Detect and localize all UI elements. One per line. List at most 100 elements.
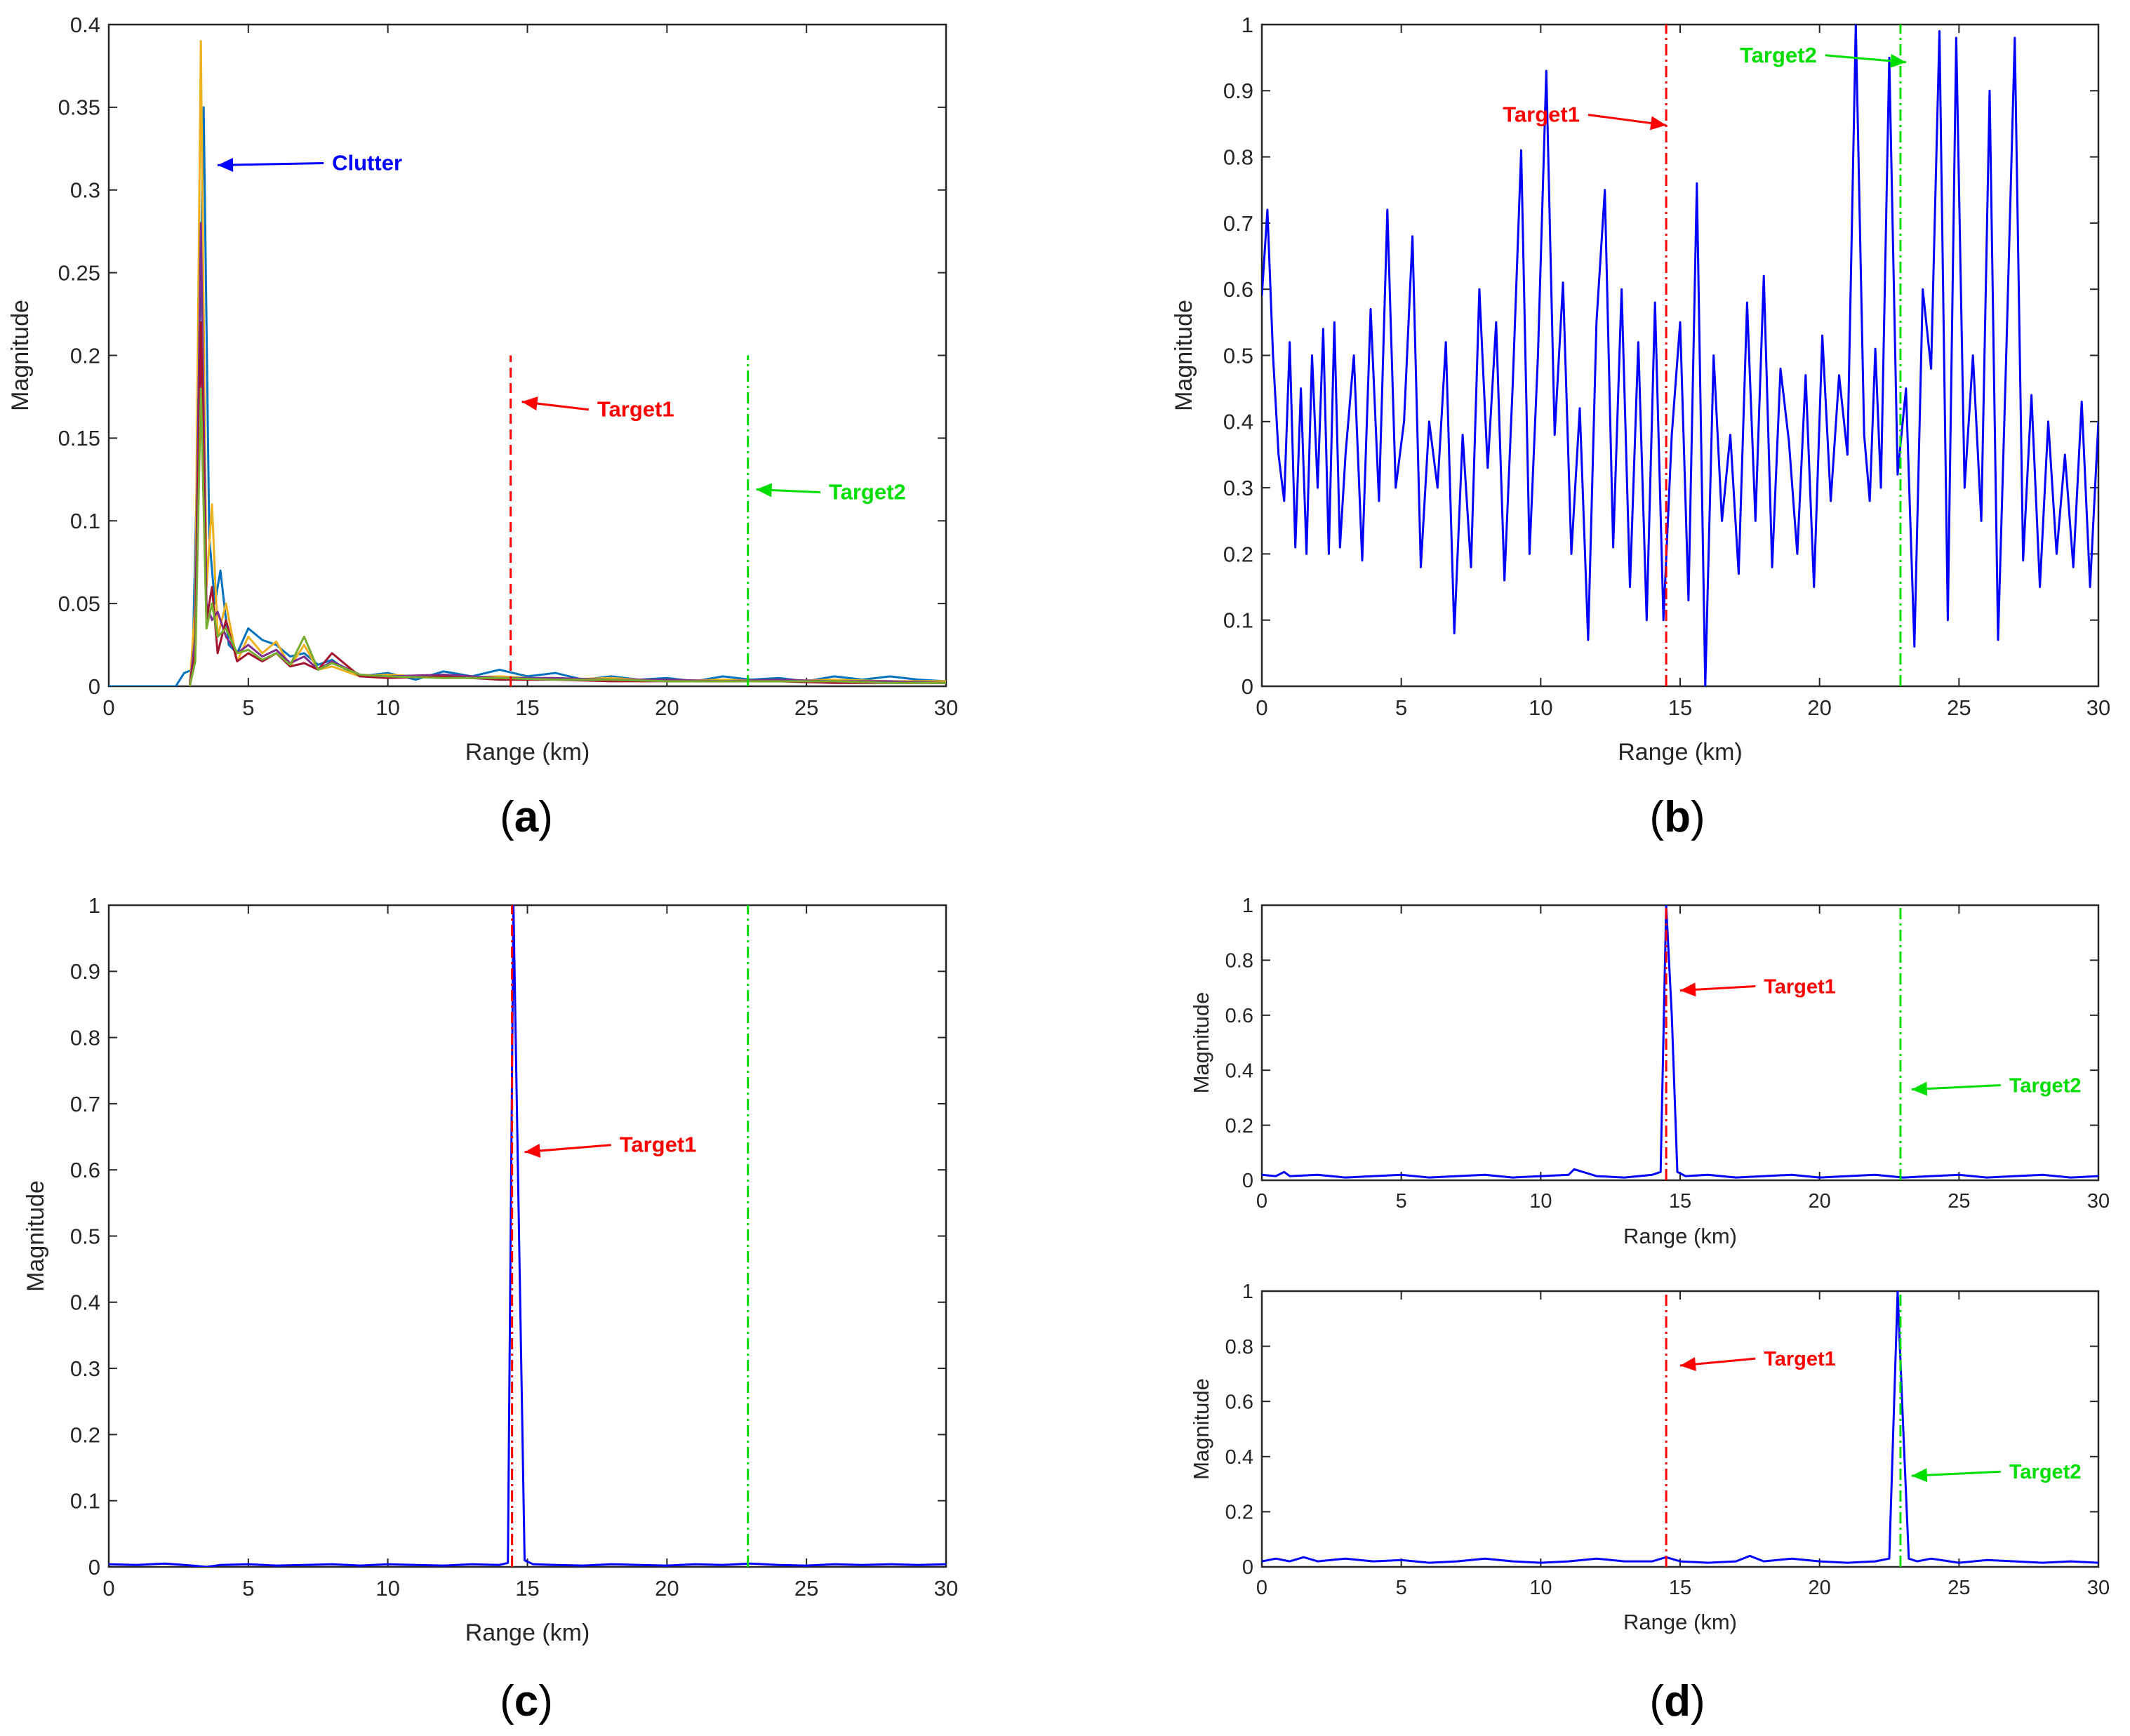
annotation-arrow-head	[524, 1143, 541, 1158]
y-tick-label: 0	[88, 1555, 100, 1580]
y-tick-label: 0.9	[1223, 79, 1253, 103]
x-tick-label: 30	[2086, 695, 2110, 720]
axes-box	[107, 23, 947, 688]
annotation-arrow-head	[1911, 1468, 1928, 1483]
x-tick-label: 20	[655, 1576, 679, 1601]
y-tick-label: 0.2	[1223, 542, 1253, 566]
chart-panel-a: 0 5 10 15 20 25 30 0 0.05 0.1 0.15 0.2 0.25 0.3 0.35 0.…	[7, 13, 958, 841]
x-tick-label: 10	[375, 1576, 399, 1601]
annotation-arrow-head	[756, 483, 773, 498]
annotation-arrow-head	[521, 396, 538, 411]
x-tick-label: 0	[1256, 1190, 1267, 1213]
y-tick-label: 0.35	[58, 95, 100, 120]
y-tick-label: 0.5	[1223, 343, 1253, 368]
y-tick-label: 0.3	[70, 178, 100, 203]
series-line-run1	[109, 106, 946, 686]
y-tick-label: 0	[1242, 1170, 1253, 1192]
y-axis-label: Magnitude	[22, 1180, 49, 1292]
x-tick-label: 0	[102, 1576, 114, 1601]
y-tick-label: 1	[1242, 1281, 1253, 1303]
y-tick-label: 0.15	[58, 426, 100, 450]
x-axis-label: Range (km)	[465, 739, 590, 766]
x-tick-label: 10	[375, 695, 399, 720]
series-line-run5	[188, 387, 946, 686]
annotation-label: Clutter	[332, 150, 402, 175]
y-tick-label: 0	[88, 674, 100, 699]
y-tick-label: 0.8	[1225, 950, 1253, 973]
x-tick-label: 20	[1809, 1577, 1831, 1599]
annotation-arrow-head	[1911, 1081, 1928, 1096]
y-tick-label: 0.1	[70, 509, 100, 533]
annotation-label: Target1	[1764, 975, 1836, 998]
axes-box	[1260, 904, 2100, 1182]
y-tick-label: 0.6	[1225, 1391, 1253, 1413]
y-axis-label: Magnitude	[1189, 1378, 1213, 1480]
x-tick-label: 5	[1396, 1577, 1407, 1599]
y-tick-label: 1	[1242, 13, 1253, 37]
x-tick-label: 15	[1669, 1190, 1691, 1213]
y-tick-label: 1	[88, 893, 100, 918]
plot-area	[109, 905, 946, 1567]
y-axis-label: Magnitude	[7, 300, 34, 411]
y-tick-label: 0.8	[70, 1025, 100, 1050]
panel-label: (d)	[1649, 1677, 1705, 1725]
y-tick-label: 0.8	[1225, 1336, 1253, 1358]
annotation-label: Target1	[1764, 1348, 1836, 1370]
annotation-arrow-head	[1890, 53, 1906, 68]
y-tick-label: 0.1	[70, 1489, 100, 1514]
series-line-run4	[188, 321, 946, 686]
target1-annotation: Target1	[521, 396, 674, 422]
y-tick-label: 0.3	[1223, 476, 1253, 500]
annotation-label: Target2	[829, 480, 906, 505]
x-tick-label: 15	[515, 1576, 539, 1601]
y-tick-label: 0.4	[1225, 1060, 1253, 1082]
x-tick-label: 10	[1529, 1190, 1552, 1213]
annotation-label: Target2	[1740, 43, 1817, 67]
x-tick-label: 25	[794, 1576, 818, 1601]
x-tick-label: 10	[1529, 1577, 1552, 1599]
chart-panel-b: 0 5 10 15 20 25 30 0 0.1 0.2 0.3 0.4 0.5 0.6 0.7 0.8 0.9…	[1171, 13, 2110, 841]
target1-annotation: Target1	[1503, 102, 1667, 131]
annotation-label: Target1	[597, 397, 674, 422]
x-tick-label: 25	[794, 695, 818, 720]
y-tick-label: 0.2	[70, 1422, 100, 1447]
axes-box	[1260, 1290, 2100, 1568]
annotation-label: Target2	[2009, 1461, 2082, 1483]
target1-annotation: Target1	[1679, 975, 1836, 998]
target1-annotation: Target1	[524, 1133, 697, 1158]
panel-label: (b)	[1649, 793, 1705, 841]
x-tick-label: 10	[1529, 695, 1552, 720]
y-axis-label: Magnitude	[1189, 992, 1213, 1094]
x-tick-label: 0	[102, 695, 114, 720]
y-tick-label: 0.6	[70, 1158, 100, 1182]
y-tick-label: 0.9	[70, 959, 100, 984]
y-tick-label: 0.5	[70, 1224, 100, 1248]
x-tick-label: 5	[1395, 695, 1407, 720]
x-tick-label: 20	[1807, 695, 1831, 720]
series-line-run3	[188, 222, 946, 686]
series-line-processed-response	[109, 905, 946, 1567]
series-line-target2-response	[1262, 1291, 2098, 1564]
x-tick-label: 15	[515, 695, 539, 720]
annotation-arrow-head	[1650, 116, 1667, 131]
annotation-arrow-head	[1680, 1357, 1696, 1372]
y-tick-label: 0.4	[70, 13, 100, 37]
annotation-arrow-head	[1680, 982, 1696, 997]
x-tick-label: 25	[1948, 1577, 1970, 1599]
annotation-arrow-shaft	[218, 161, 324, 166]
plot-area	[109, 40, 946, 686]
annotation-label: Target1	[620, 1133, 697, 1157]
series-line-target1-response	[1262, 905, 2098, 1179]
x-tick-label: 30	[934, 1576, 958, 1601]
clutter-annotation: Clutter	[218, 150, 402, 175]
y-tick-label: 0.2	[1225, 1115, 1253, 1137]
y-tick-label: 0.4	[70, 1290, 100, 1315]
plot-area	[1262, 25, 2098, 686]
panel-label: (c)	[500, 1677, 553, 1725]
chart-panel-c: 0 5 10 15 20 25 30 0 0.1 0.2 0.3 0.4 0.5 0.6 0.7 0.8 0.9…	[22, 893, 958, 1725]
x-axis-label: Range (km)	[1623, 1610, 1737, 1634]
annotation-label: Target1	[1503, 102, 1580, 127]
y-tick-label: 0.1	[1223, 608, 1253, 633]
target2-annotation: Target2	[1740, 43, 1906, 68]
